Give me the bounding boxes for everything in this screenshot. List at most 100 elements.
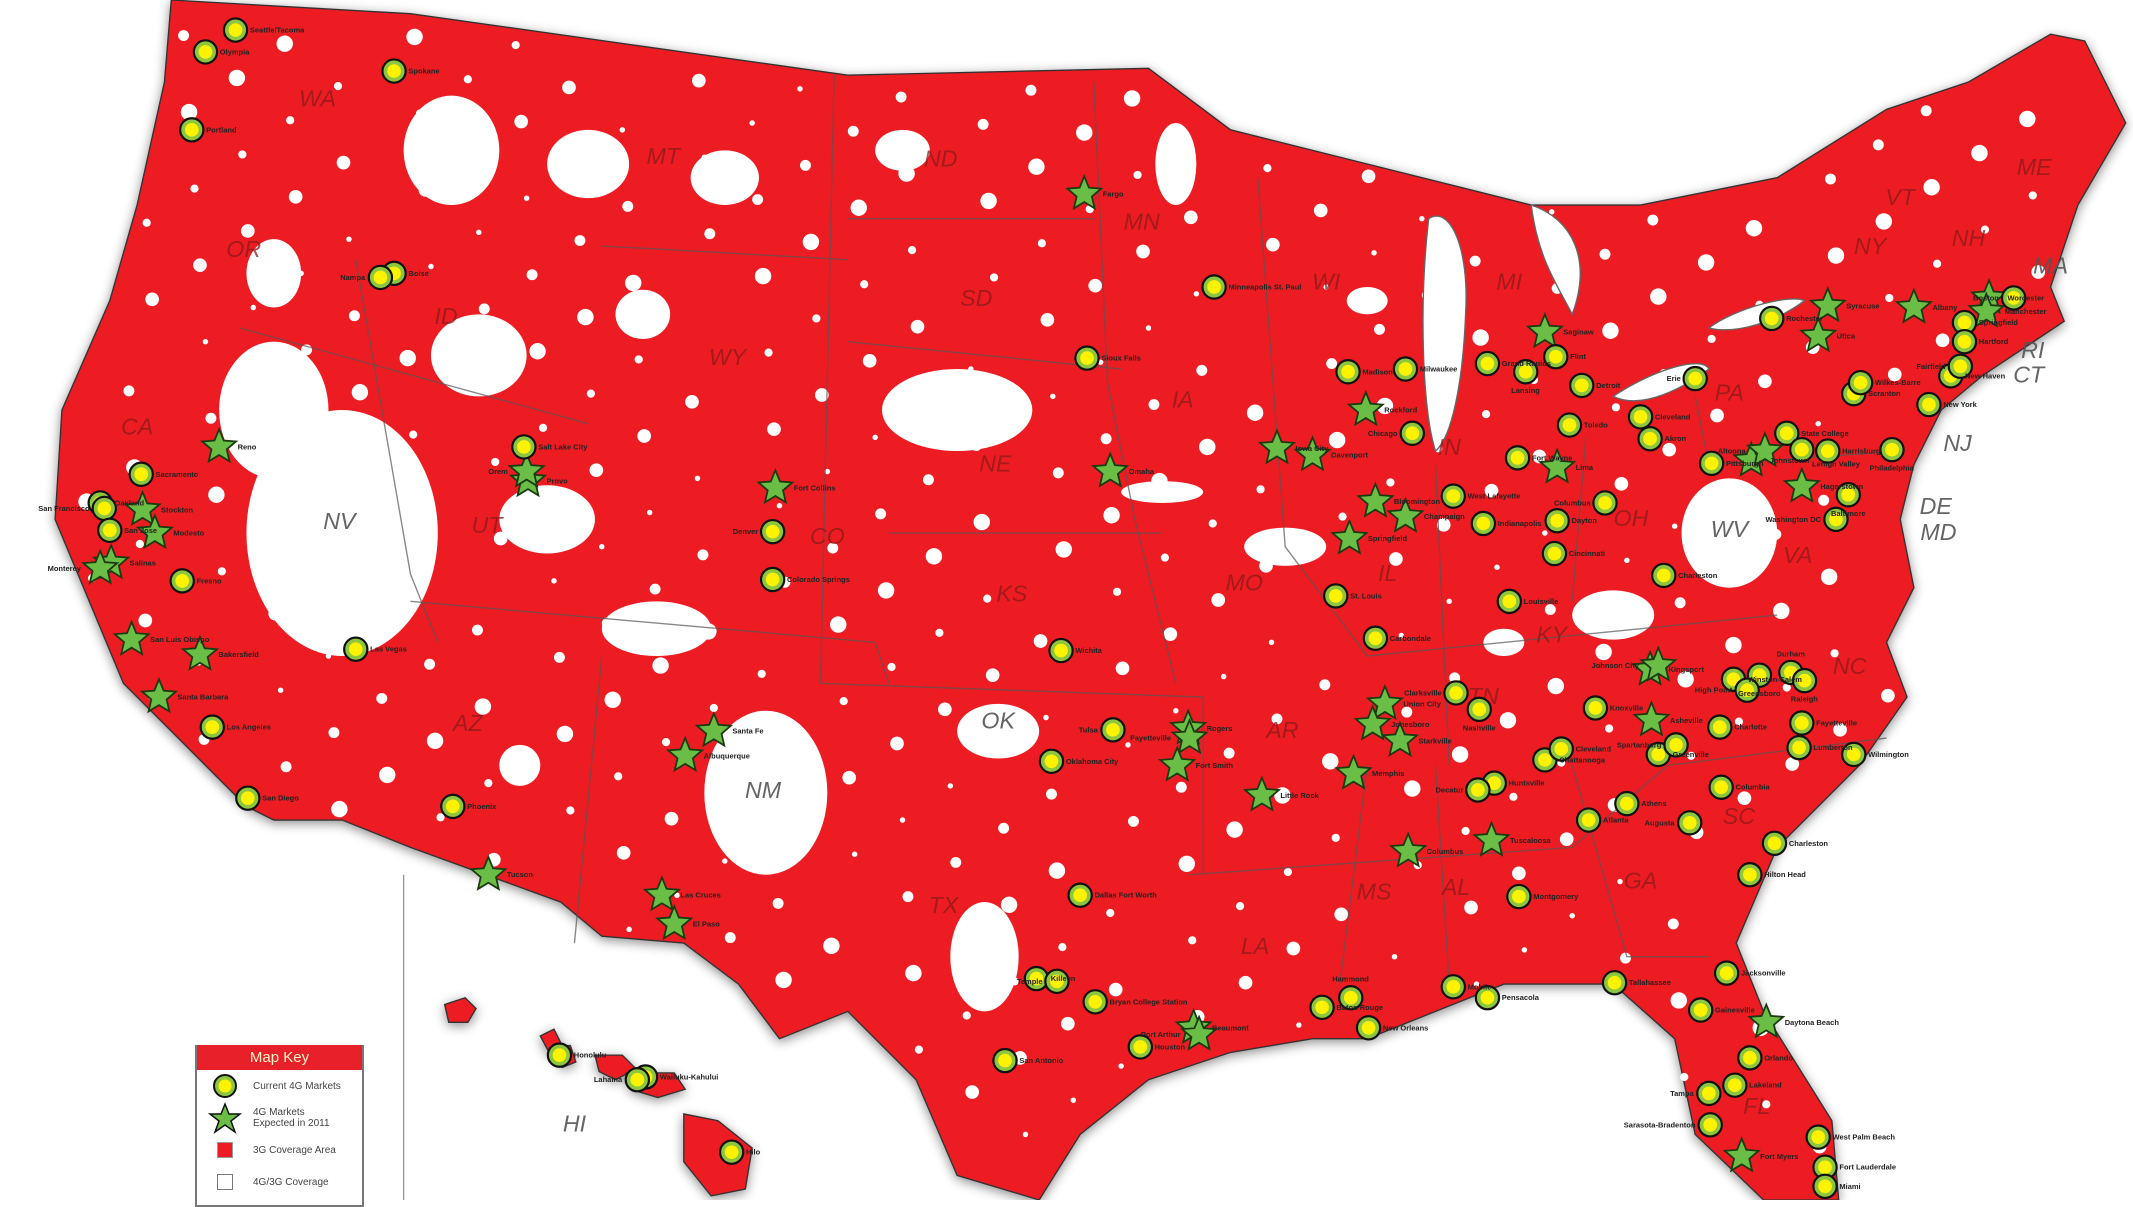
current-4g-market[interactable] [1812, 1154, 1838, 1180]
current-4g-market[interactable] [1470, 510, 1497, 537]
current-4g-market[interactable] [2000, 285, 2027, 311]
current-4g-market[interactable] [1682, 365, 1708, 392]
current-4g-market[interactable] [759, 566, 786, 593]
expected-4g-market[interactable] [1334, 753, 1373, 790]
current-4g-market[interactable] [1815, 438, 1841, 464]
current-4g-market[interactable] [1544, 508, 1570, 534]
current-4g-market[interactable] [1791, 667, 1818, 694]
expected-4g-market[interactable] [1353, 704, 1392, 741]
expected-4g-market[interactable] [1330, 518, 1369, 555]
expected-4g-market[interactable] [139, 676, 179, 714]
current-4g-market[interactable] [381, 58, 407, 84]
expected-4g-market[interactable] [1538, 447, 1577, 484]
current-4g-market[interactable] [1734, 677, 1760, 703]
current-4g-market[interactable] [718, 1139, 745, 1165]
current-4g-market[interactable] [1038, 748, 1065, 774]
current-4g-market[interactable] [1127, 1034, 1154, 1060]
current-4g-market[interactable] [1786, 734, 1812, 761]
expected-4g-market[interactable] [1179, 1014, 1219, 1051]
expected-4g-market[interactable] [694, 711, 734, 748]
expected-4g-market[interactable] [1799, 316, 1838, 353]
expected-4g-market[interactable] [1356, 481, 1395, 518]
current-4g-market[interactable] [1338, 985, 1364, 1011]
expected-4g-market[interactable] [1525, 312, 1565, 349]
current-4g-market[interactable] [1074, 345, 1100, 371]
expected-4g-market[interactable] [1346, 389, 1385, 427]
current-4g-market[interactable] [1443, 680, 1469, 706]
expected-4g-market[interactable] [655, 903, 694, 941]
current-4g-market[interactable] [1698, 450, 1725, 477]
current-4g-market[interactable] [1759, 305, 1785, 332]
current-4g-market[interactable] [1614, 790, 1640, 817]
current-4g-market[interactable] [1696, 1080, 1722, 1107]
expected-4g-market[interactable] [1365, 683, 1405, 721]
current-4g-market[interactable] [1713, 960, 1740, 986]
current-4g-market[interactable] [546, 1042, 573, 1068]
current-4g-market[interactable] [1651, 562, 1677, 589]
current-4g-market[interactable] [1789, 710, 1815, 736]
expected-4g-market[interactable] [1380, 720, 1420, 757]
current-4g-market[interactable] [1708, 774, 1734, 800]
current-4g-market[interactable] [1582, 695, 1609, 721]
current-4g-market[interactable] [1569, 372, 1595, 399]
expected-4g-market[interactable] [1158, 745, 1197, 782]
current-4g-market[interactable] [1048, 637, 1074, 664]
current-4g-market[interactable] [199, 714, 225, 740]
current-4g-market[interactable] [1474, 350, 1501, 377]
expected-4g-market[interactable] [1894, 287, 1934, 324]
current-4g-market[interactable] [1100, 717, 1126, 743]
current-4g-market[interactable] [1543, 344, 1569, 370]
current-4g-market[interactable] [222, 17, 249, 43]
current-4g-market[interactable] [1082, 989, 1108, 1015]
expected-4g-market[interactable] [199, 426, 239, 464]
current-4g-market[interactable] [128, 461, 154, 487]
current-4g-market[interactable] [1835, 482, 1861, 508]
expected-4g-market[interactable] [1170, 717, 1209, 755]
expected-4g-market[interactable] [1257, 428, 1297, 465]
current-4g-market[interactable] [1440, 483, 1466, 509]
current-4g-market[interactable] [1722, 1072, 1748, 1098]
current-4g-market[interactable] [1637, 426, 1663, 452]
expected-4g-market[interactable] [1091, 451, 1130, 488]
expected-4g-market[interactable] [1065, 173, 1104, 211]
expected-4g-market[interactable] [1293, 435, 1332, 472]
current-4g-market[interactable] [367, 264, 394, 291]
current-4g-market[interactable] [1951, 328, 1978, 355]
current-4g-market[interactable] [1309, 994, 1335, 1020]
expected-4g-market[interactable] [135, 512, 175, 550]
current-4g-market[interactable] [1392, 356, 1419, 382]
current-4g-market[interactable] [1556, 412, 1583, 438]
current-4g-market[interactable] [97, 517, 123, 544]
current-4g-market[interactable] [1362, 625, 1389, 651]
current-4g-market[interactable] [1440, 974, 1466, 1000]
current-4g-market[interactable] [1023, 965, 1050, 992]
current-4g-market[interactable] [1323, 583, 1349, 609]
expected-4g-market[interactable] [1967, 291, 2006, 328]
current-4g-market[interactable] [1575, 807, 1602, 833]
current-4g-market[interactable] [1592, 490, 1618, 516]
current-4g-market[interactable] [1513, 359, 1539, 385]
expected-4g-market[interactable] [469, 854, 508, 891]
current-4g-market[interactable] [1951, 309, 1978, 336]
current-4g-market[interactable] [1627, 404, 1654, 430]
current-4g-market[interactable] [1812, 1173, 1838, 1200]
expected-4g-market[interactable] [642, 875, 682, 912]
current-4g-market[interactable] [1841, 741, 1867, 768]
expected-4g-market[interactable] [112, 619, 151, 656]
current-4g-market[interactable] [1601, 969, 1628, 996]
expected-4g-market[interactable] [1386, 496, 1425, 533]
expected-4g-market[interactable] [1639, 645, 1678, 682]
current-4g-market[interactable] [1541, 540, 1568, 567]
current-4g-market[interactable] [1201, 274, 1227, 300]
expected-4g-market[interactable] [81, 548, 120, 585]
current-4g-market[interactable] [992, 1047, 1018, 1074]
current-4g-market[interactable] [169, 568, 195, 594]
current-4g-market[interactable] [1466, 696, 1492, 723]
expected-4g-market[interactable] [1782, 466, 1821, 503]
current-4g-market[interactable] [1847, 369, 1874, 396]
expected-4g-market[interactable] [1722, 1136, 1761, 1173]
current-4g-market[interactable] [1548, 736, 1574, 762]
current-4g-market[interactable] [91, 495, 118, 522]
current-4g-market[interactable] [1823, 506, 1849, 533]
current-4g-market[interactable] [343, 636, 369, 662]
